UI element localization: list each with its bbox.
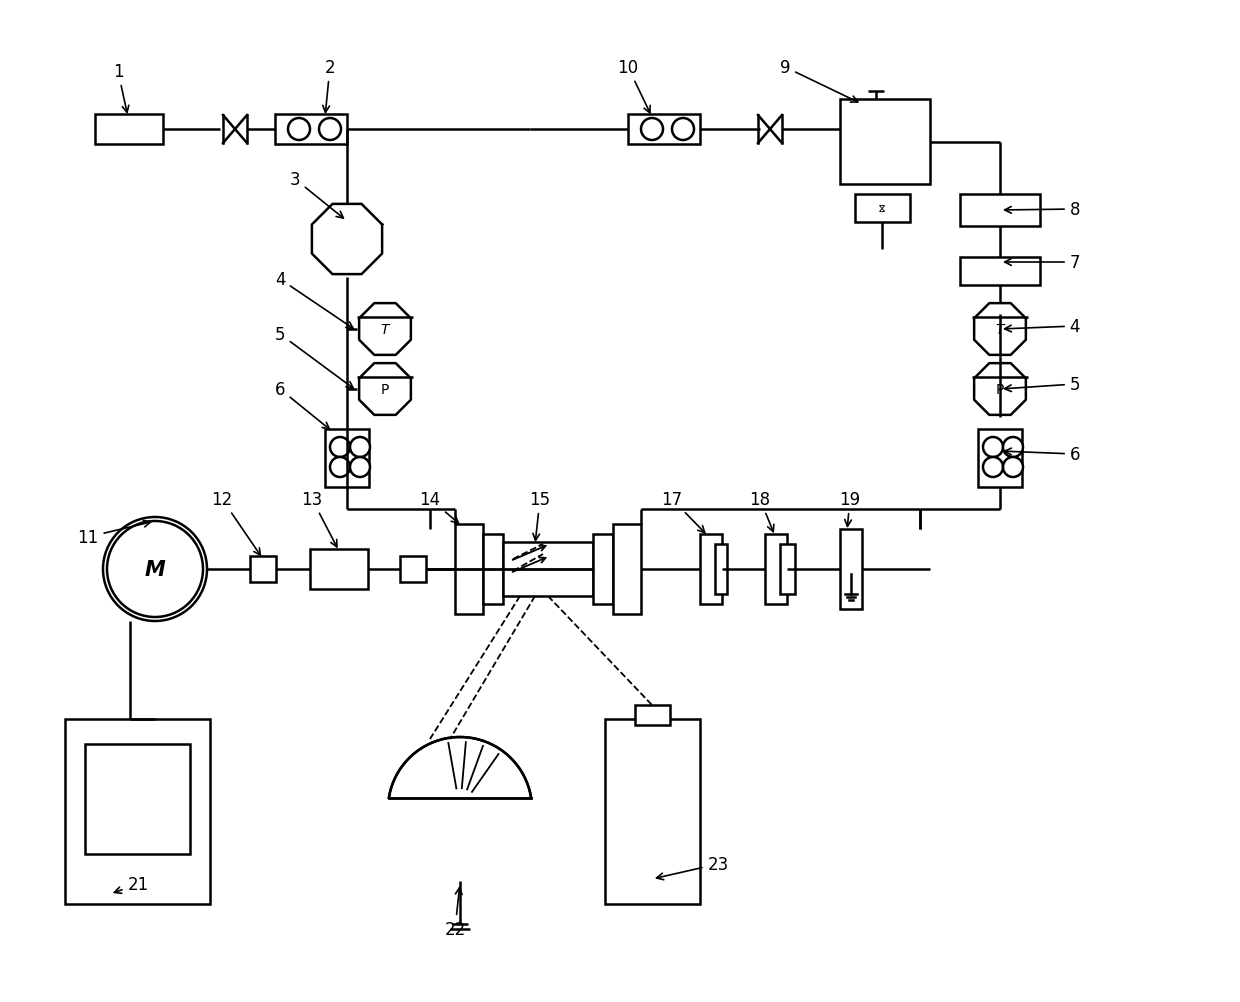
Bar [455, 524, 484, 614]
Text: 4: 4 [275, 271, 353, 329]
Bar [960, 258, 1040, 286]
Text: 23: 23 [656, 855, 729, 880]
Text: 8: 8 [1004, 200, 1080, 218]
Circle shape [1003, 458, 1023, 478]
Text: 13: 13 [301, 491, 337, 547]
Bar [325, 430, 370, 488]
Polygon shape [360, 364, 410, 416]
Circle shape [288, 119, 310, 141]
Circle shape [641, 119, 663, 141]
Text: 19: 19 [839, 491, 861, 527]
Circle shape [983, 438, 1003, 458]
Text: 2: 2 [322, 59, 335, 113]
Circle shape [1003, 438, 1023, 458]
Text: 11: 11 [77, 521, 150, 546]
Bar [593, 534, 613, 604]
Polygon shape [389, 737, 531, 798]
Circle shape [350, 438, 370, 458]
Text: T: T [996, 323, 1004, 337]
Bar [839, 529, 862, 609]
Bar [605, 719, 701, 904]
Polygon shape [312, 204, 382, 275]
Bar [250, 556, 277, 582]
Bar [627, 115, 701, 145]
Circle shape [672, 119, 694, 141]
Bar [95, 115, 162, 145]
Text: 10: 10 [618, 59, 650, 113]
Circle shape [107, 521, 203, 617]
Text: M: M [145, 559, 165, 579]
Bar [310, 549, 368, 589]
Text: 3: 3 [290, 170, 343, 218]
Circle shape [319, 119, 341, 141]
Text: 14: 14 [419, 491, 459, 523]
Text: 6: 6 [275, 381, 330, 430]
Text: 5: 5 [1004, 376, 1080, 394]
Bar [765, 534, 787, 604]
Text: 18: 18 [749, 491, 774, 532]
Bar [64, 719, 210, 904]
Text: 6: 6 [1004, 446, 1080, 464]
Bar [715, 544, 727, 594]
Circle shape [983, 458, 1003, 478]
Circle shape [350, 458, 370, 478]
Text: 1: 1 [113, 63, 129, 113]
Bar [275, 115, 347, 145]
Bar [613, 524, 641, 614]
Bar [780, 544, 795, 594]
Text: 22: 22 [444, 888, 466, 938]
Bar [484, 534, 503, 604]
Bar [978, 430, 1022, 488]
Bar [960, 194, 1040, 226]
Bar [856, 194, 910, 222]
Bar [401, 556, 427, 582]
Text: 4: 4 [1004, 318, 1080, 336]
Bar [86, 744, 190, 854]
Bar [839, 100, 930, 184]
Text: 9: 9 [780, 59, 858, 103]
Text: 21: 21 [114, 875, 149, 894]
Text: 5: 5 [275, 326, 353, 389]
Bar [701, 534, 722, 604]
Circle shape [330, 458, 350, 478]
Text: 7: 7 [1004, 254, 1080, 272]
Polygon shape [975, 364, 1025, 416]
Circle shape [330, 438, 350, 458]
Bar [635, 705, 670, 725]
Text: T: T [381, 323, 389, 337]
Text: ⴵ: ⴵ [879, 203, 885, 213]
Text: 15: 15 [529, 491, 551, 541]
Text: 17: 17 [661, 491, 704, 533]
Polygon shape [360, 304, 410, 356]
Text: P: P [381, 383, 389, 397]
Polygon shape [975, 304, 1025, 356]
Text: P: P [996, 383, 1004, 397]
Bar [503, 542, 593, 596]
Text: 12: 12 [211, 491, 260, 556]
